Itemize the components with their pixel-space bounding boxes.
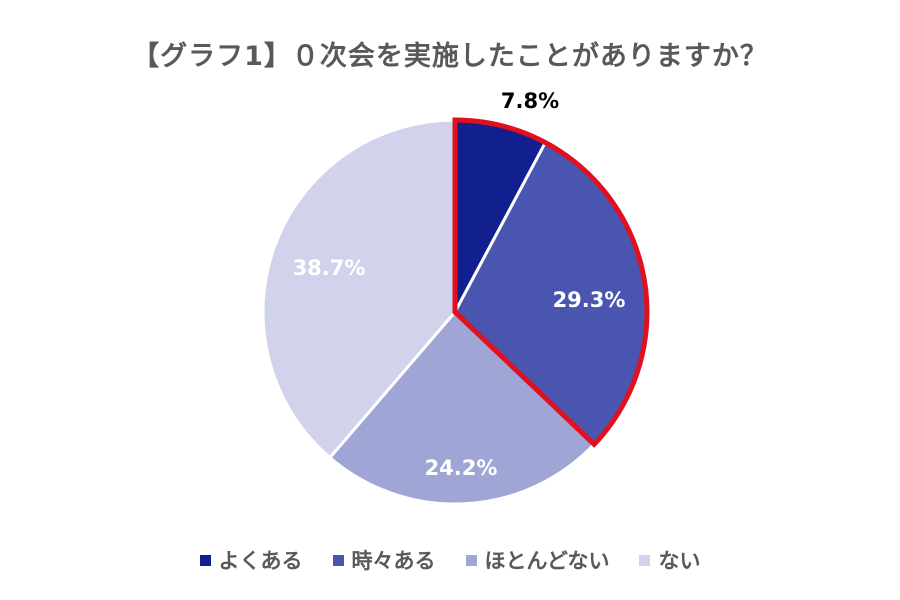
legend-item: ほとんどない [465,545,610,575]
slice-value-label: 24.2% [425,456,498,480]
highlight-outline [452,117,650,448]
legend-label: 時々ある [351,549,436,573]
legend-label: ない [658,549,701,573]
slice-value-label: 29.3% [553,288,626,312]
pie-slice [328,310,596,506]
legend-swatch [199,554,211,566]
legend-item: ない [639,545,700,575]
legend-swatch [639,554,651,566]
slice-value-label: 38.7% [293,256,366,280]
slice-value-label: 7.8% [501,89,559,113]
legend-swatch [465,554,477,566]
legend-label: よくある [218,549,303,573]
legend-item: 時々ある [332,545,436,575]
legend: よくある 時々ある ほとんどない ない [0,545,900,575]
legend-label: ほとんどない [484,549,610,573]
legend-item: よくある [199,545,303,575]
legend-swatch [332,554,344,566]
chart-title: 【グラフ1】０次会を実施したことがありますか？ [132,41,768,72]
pie-slice [261,118,457,460]
